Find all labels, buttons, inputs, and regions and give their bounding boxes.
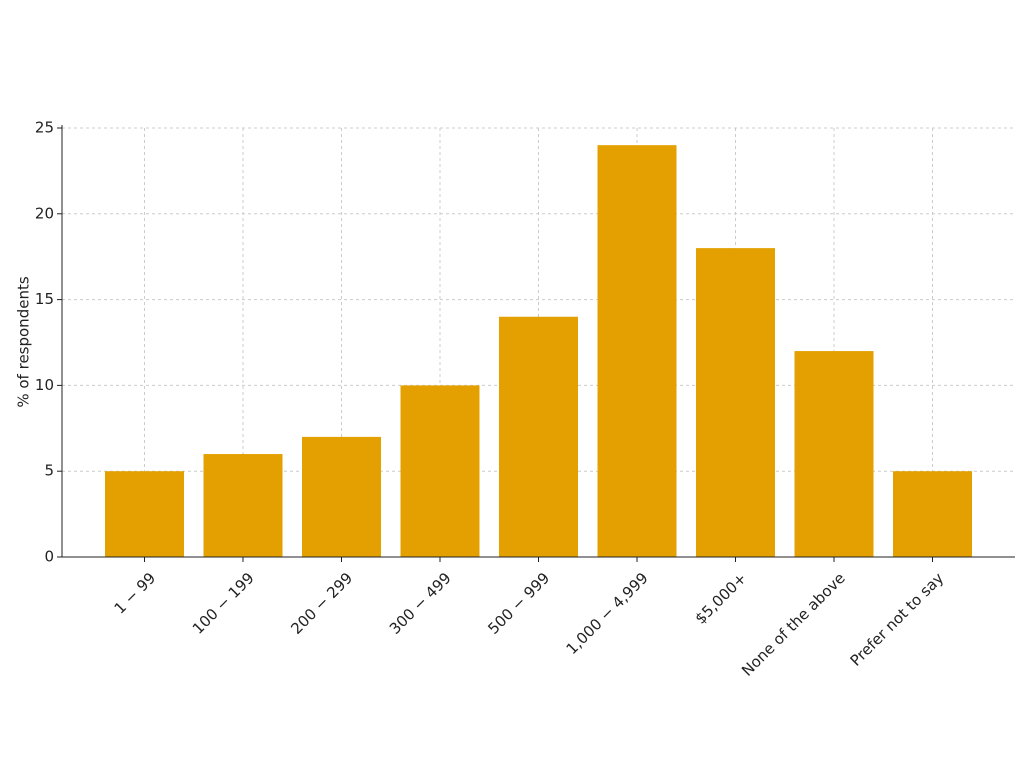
x-tick-label: $5,000+ [692, 569, 751, 628]
bar [499, 316, 578, 557]
bar [203, 454, 283, 557]
bar [400, 385, 480, 557]
x-tick-label: Prefer not to say [847, 569, 948, 670]
y-tick-label: 5 [44, 462, 54, 480]
y-axis-label: % of respondents [15, 276, 33, 407]
x-tick-label: 1 − 99 [111, 569, 160, 618]
bar [893, 471, 972, 557]
x-tick-label: 1,000 − 4,999 [563, 569, 652, 658]
bar [794, 351, 874, 557]
y-tick-label: 20 [35, 204, 54, 222]
y-tick-label: 10 [35, 376, 54, 394]
bar [302, 436, 381, 557]
x-tick-label: 500 − 999 [484, 569, 553, 638]
x-tick-label: 200 − 299 [287, 569, 356, 638]
x-tick-label: 100 − 199 [189, 569, 258, 638]
y-tick-label: 15 [35, 290, 54, 308]
bar [696, 248, 775, 557]
x-tick-label: 300 − 499 [386, 569, 455, 638]
y-tick-label: 25 [35, 119, 54, 137]
x-tick-label: None of the above [738, 569, 849, 680]
bar [597, 145, 677, 557]
y-tick-label: 0 [44, 548, 54, 566]
bar [105, 471, 184, 557]
